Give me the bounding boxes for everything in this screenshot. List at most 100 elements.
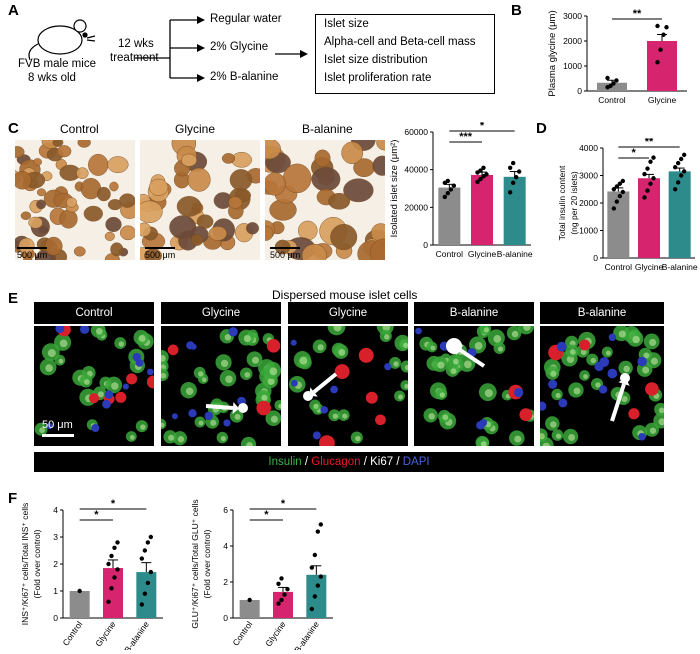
micro-title-glycine-2: Glycine: [288, 302, 408, 324]
cell-nucleus: [649, 338, 657, 346]
islet: [73, 246, 86, 257]
cell-nucleus: [267, 378, 275, 386]
islet: [228, 196, 243, 209]
data-point: [478, 168, 483, 173]
dapi-nucleus: [608, 333, 617, 342]
data-point: [510, 160, 516, 166]
micrograph-balanine-1: [414, 326, 534, 446]
data-point: [276, 601, 281, 606]
cell-nucleus: [338, 349, 346, 356]
cell-nucleus: [220, 435, 226, 442]
cell-nucleus: [643, 352, 650, 359]
cell-nucleus: [251, 356, 260, 364]
islet: [44, 236, 63, 256]
cell-nucleus: [658, 407, 664, 414]
x-tick-label: Control: [605, 262, 633, 272]
y-tick-label: 0: [577, 86, 582, 96]
cell-nucleus: [161, 355, 166, 362]
dapi-nucleus: [559, 344, 566, 352]
islet-photo-glycine: [140, 140, 260, 260]
photo-title-control: Control: [60, 122, 99, 136]
legend-ki67: Ki67: [370, 456, 394, 468]
cell-nucleus: [555, 392, 561, 399]
photo-title-glycine: Glycine: [175, 122, 216, 136]
data-point: [276, 581, 281, 586]
data-point: [645, 188, 650, 193]
dapi-nucleus: [122, 383, 129, 390]
dapi-nucleus: [290, 339, 297, 346]
cell-nucleus: [404, 383, 408, 389]
cell-nucleus: [244, 371, 251, 378]
legend-insulin: Insulin: [268, 456, 302, 468]
significance-label: ***: [459, 131, 473, 143]
islet: [38, 225, 49, 234]
data-point: [442, 194, 448, 200]
cell-nucleus: [514, 435, 522, 443]
y-tick-label: 3: [53, 532, 58, 542]
data-point: [478, 176, 483, 182]
islet: [110, 242, 124, 257]
islet: [66, 197, 78, 208]
data-point: [312, 552, 318, 558]
x-tick-label: B-alanine: [497, 249, 533, 259]
islet: [190, 234, 204, 246]
data-point: [112, 575, 117, 580]
glucagon-cell: [645, 382, 659, 396]
glucagon-cell: [519, 408, 533, 422]
islet: [140, 200, 163, 223]
data-point: [608, 83, 613, 89]
pointer-arrow: [610, 383, 626, 422]
x-tick-label: Glycine: [93, 619, 118, 648]
islet: [187, 167, 211, 192]
cell-nucleus: [511, 330, 519, 338]
islet-photo-balanine: [265, 140, 385, 260]
cell-nucleus: [632, 335, 640, 344]
scale-bar: [17, 247, 47, 249]
data-point: [445, 178, 451, 184]
micrograph-balanine-2: [540, 326, 664, 446]
y-axis-label: GLU⁺/Ki67⁺ cells/Total GLU⁺ cells: [190, 499, 200, 628]
y-axis-label: Total insulin content: [557, 165, 567, 240]
micro-title-control: Control: [34, 302, 154, 324]
islet: [83, 205, 103, 222]
data-point: [648, 159, 653, 164]
data-point: [109, 586, 114, 591]
y-tick-label: 4: [53, 505, 58, 515]
data-point: [315, 529, 321, 534]
data-point: [312, 594, 318, 599]
data-point: [614, 78, 619, 83]
islet: [104, 231, 115, 241]
arrow-head: [455, 345, 464, 355]
scale-bar: [42, 434, 74, 437]
data-point: [109, 553, 114, 559]
data-point: [139, 602, 145, 607]
cell-nucleus: [605, 350, 611, 356]
data-point: [475, 179, 480, 185]
islet: [20, 211, 32, 220]
islet: [245, 222, 260, 235]
mouse-icon: [28, 19, 96, 61]
scale-bar-label: 500 μm: [17, 250, 48, 260]
data-point: [481, 165, 486, 170]
data-point: [681, 152, 687, 158]
x-tick-label: Control: [598, 95, 626, 105]
y-axis-label: (Fold over control): [32, 529, 42, 598]
islet: [76, 167, 89, 179]
y-tick-label: 2: [223, 577, 228, 587]
dapi-nucleus: [204, 411, 214, 421]
cell-nucleus: [177, 436, 185, 443]
data-point: [651, 155, 656, 160]
islet: [140, 222, 152, 237]
significance-label: **: [633, 8, 642, 20]
y-tick-label: 0: [593, 253, 598, 263]
cell-nucleus: [550, 370, 557, 378]
cell-nucleus: [198, 371, 204, 377]
glucagon-cell: [365, 391, 378, 404]
cell-nucleus: [430, 345, 436, 351]
islet: [221, 153, 236, 164]
cell-nucleus: [595, 382, 601, 388]
y-tick-label: 40000: [404, 165, 428, 175]
cell-nucleus: [437, 361, 445, 369]
bar: [503, 176, 526, 245]
cell-nucleus: [210, 419, 217, 426]
